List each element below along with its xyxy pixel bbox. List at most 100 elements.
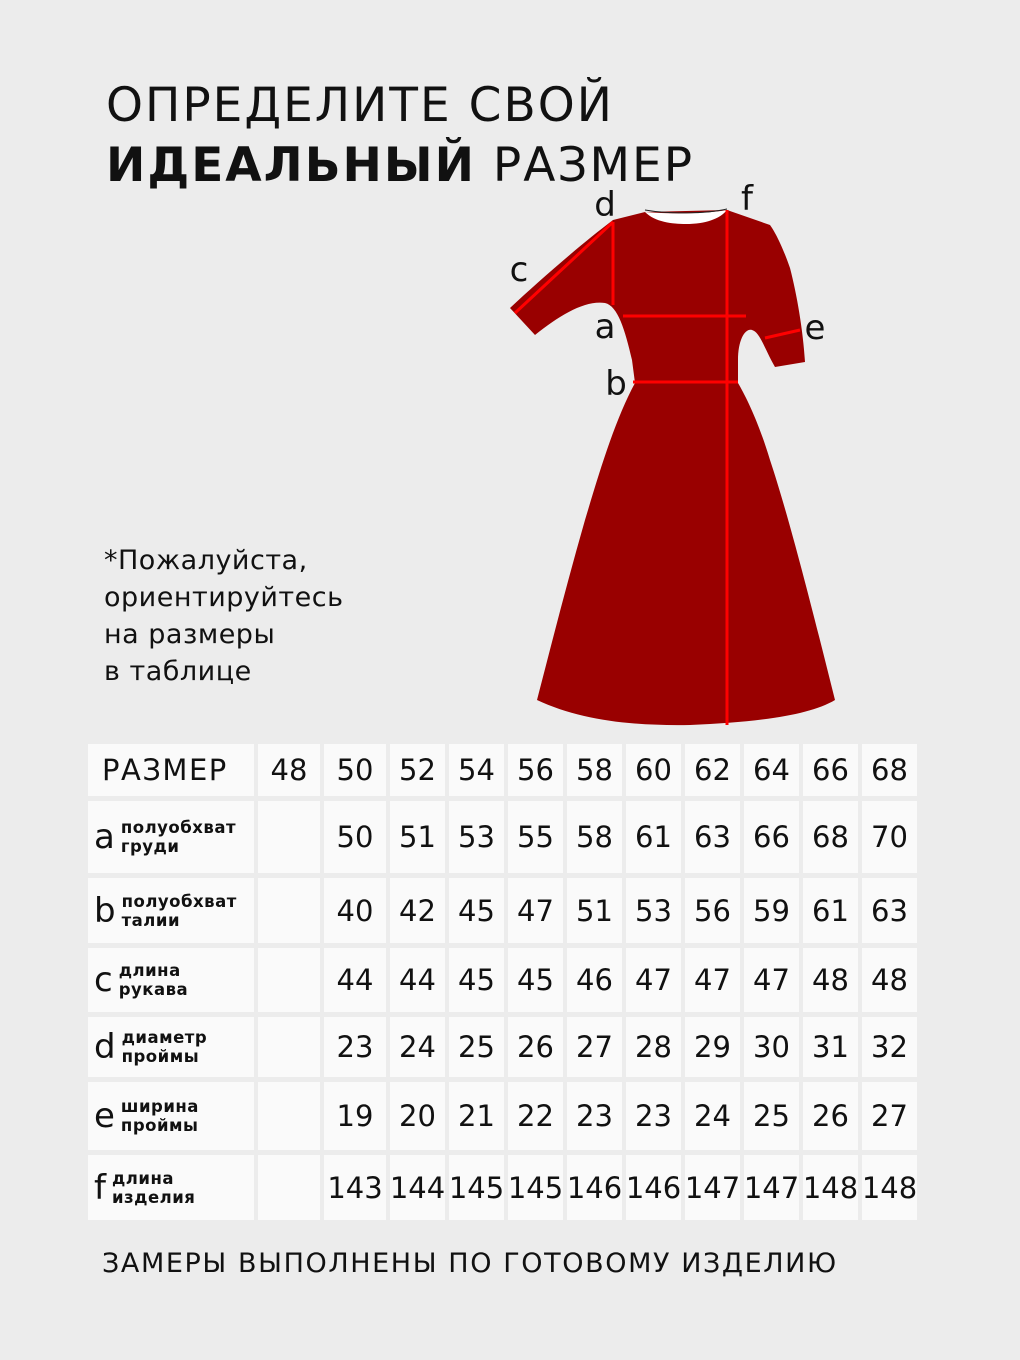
table-cell bbox=[258, 1017, 320, 1077]
desc-line1: ширина bbox=[120, 1097, 199, 1116]
table-cell: 20 bbox=[390, 1082, 445, 1150]
table-cell: 61 bbox=[626, 801, 681, 873]
table-cell: 61 bbox=[803, 878, 858, 943]
note-line: ориентируйтесь bbox=[104, 582, 344, 613]
row-label-a: a полуобхват груди bbox=[88, 801, 254, 873]
table-cell: 46 bbox=[567, 948, 622, 1012]
table-cell bbox=[258, 1155, 320, 1220]
table-cell: 146 bbox=[567, 1155, 622, 1220]
table-cell: 47 bbox=[685, 948, 740, 1012]
row-label-e: e ширина проймы bbox=[88, 1082, 254, 1150]
measure-e bbox=[764, 328, 801, 340]
desc-line2: талии bbox=[121, 910, 180, 930]
header-size-50: 50 bbox=[324, 744, 386, 796]
row-letter: d bbox=[94, 1027, 116, 1067]
measure-lines bbox=[513, 210, 801, 725]
header-size-label: РАЗМЕР bbox=[88, 744, 254, 796]
table-cell: 47 bbox=[744, 948, 799, 1012]
header-size-58: 58 bbox=[567, 744, 622, 796]
size-table: РАЗМЕР 48 50 52 54 56 58 60 62 64 66 68 a полуобхват г… bbox=[88, 744, 917, 1220]
header-size-56: 56 bbox=[508, 744, 563, 796]
table-cell: 55 bbox=[508, 801, 563, 873]
table-cell: 68 bbox=[803, 801, 858, 873]
label-a: a bbox=[595, 307, 616, 347]
row-label-f: f длина изделия bbox=[88, 1155, 254, 1220]
table-cell: 23 bbox=[567, 1082, 622, 1150]
dress-diagram: d f c a e b bbox=[510, 179, 835, 726]
title-line1: ОПРЕДЕЛИТЕ СВОЙ bbox=[106, 78, 614, 133]
header-size-54: 54 bbox=[449, 744, 504, 796]
header-size-62: 62 bbox=[685, 744, 740, 796]
table-cell: 42 bbox=[390, 878, 445, 943]
header-size-48: 48 bbox=[258, 744, 320, 796]
table-cell: 23 bbox=[626, 1082, 681, 1150]
title-line2: РАЗМЕР bbox=[492, 138, 695, 193]
table-cell: 48 bbox=[862, 948, 917, 1012]
row-letter: f bbox=[94, 1167, 106, 1208]
row-description: ширина проймы bbox=[121, 1097, 199, 1135]
table-cell: 51 bbox=[390, 801, 445, 873]
table-cell: 21 bbox=[449, 1082, 504, 1150]
desc-line1: диаметр bbox=[121, 1028, 208, 1047]
header-size-60: 60 bbox=[626, 744, 681, 796]
table-cell bbox=[258, 948, 320, 1012]
desc-line2: изделия bbox=[111, 1187, 196, 1207]
row-letter: b bbox=[94, 890, 116, 931]
table-cell bbox=[258, 1082, 320, 1150]
table-cell: 24 bbox=[685, 1082, 740, 1150]
table-cell: 70 bbox=[862, 801, 917, 873]
table-cell: 24 bbox=[390, 1017, 445, 1077]
note-line: на размеры bbox=[104, 619, 276, 650]
table-cell: 32 bbox=[862, 1017, 917, 1077]
label-e: e bbox=[805, 308, 826, 348]
neckline-edge bbox=[644, 208, 728, 214]
measure-c bbox=[513, 220, 615, 315]
header-size-66: 66 bbox=[803, 744, 858, 796]
header-size-64: 64 bbox=[744, 744, 799, 796]
header-size-52: 52 bbox=[390, 744, 445, 796]
row-label-d: d диаметр проймы bbox=[88, 1017, 254, 1077]
table-cell: 27 bbox=[567, 1017, 622, 1077]
table-cell: 147 bbox=[744, 1155, 799, 1220]
table-cell: 26 bbox=[803, 1082, 858, 1150]
size-note: *Пожалуйста, ориентируйтесь на размеры в… bbox=[104, 542, 344, 690]
table-cell: 50 bbox=[324, 801, 386, 873]
row-letter: a bbox=[94, 817, 115, 857]
label-d: d bbox=[594, 185, 616, 225]
table-cell: 25 bbox=[744, 1082, 799, 1150]
table-cell: 148 bbox=[803, 1155, 858, 1220]
table-cell: 45 bbox=[508, 948, 563, 1012]
note-line: *Пожалуйста, bbox=[104, 545, 308, 576]
table-cell: 145 bbox=[508, 1155, 563, 1220]
row-label-b: b полуобхват талии bbox=[88, 878, 254, 943]
table-cell: 66 bbox=[744, 801, 799, 873]
table-cell: 47 bbox=[508, 878, 563, 943]
dress-shape bbox=[510, 210, 835, 726]
table-cell: 144 bbox=[390, 1155, 445, 1220]
row-description: полуобхват талии bbox=[122, 892, 237, 930]
row-letter: c bbox=[94, 960, 113, 1000]
table-cell: 28 bbox=[626, 1017, 681, 1077]
table-cell: 63 bbox=[685, 801, 740, 873]
desc-line1: полуобхват bbox=[121, 891, 237, 911]
table-cell: 53 bbox=[626, 878, 681, 943]
title-bold: ИДЕАЛЬНЫЙ bbox=[106, 138, 476, 193]
table-cell: 59 bbox=[744, 878, 799, 943]
table-cell bbox=[258, 878, 320, 943]
table-cell: 45 bbox=[449, 878, 504, 943]
table-cell: 44 bbox=[324, 948, 386, 1012]
desc-line2: рукава bbox=[118, 980, 189, 999]
label-b: b bbox=[605, 364, 627, 404]
table-cell: 40 bbox=[324, 878, 386, 943]
table-cell: 23 bbox=[324, 1017, 386, 1077]
row-description: полуобхват груди bbox=[121, 818, 236, 856]
table-cell: 48 bbox=[803, 948, 858, 1012]
table-cell: 19 bbox=[324, 1082, 386, 1150]
table-cell: 26 bbox=[508, 1017, 563, 1077]
footer-note: ЗАМЕРЫ ВЫПОЛНЕНЫ ПО ГОТОВОМУ ИЗДЕЛИЮ bbox=[102, 1248, 838, 1279]
table-cell bbox=[258, 801, 320, 873]
row-description: диаметр проймы bbox=[122, 1028, 208, 1066]
desc-line2: проймы bbox=[120, 1116, 199, 1135]
neckline bbox=[645, 210, 727, 224]
table-cell: 143 bbox=[324, 1155, 386, 1220]
